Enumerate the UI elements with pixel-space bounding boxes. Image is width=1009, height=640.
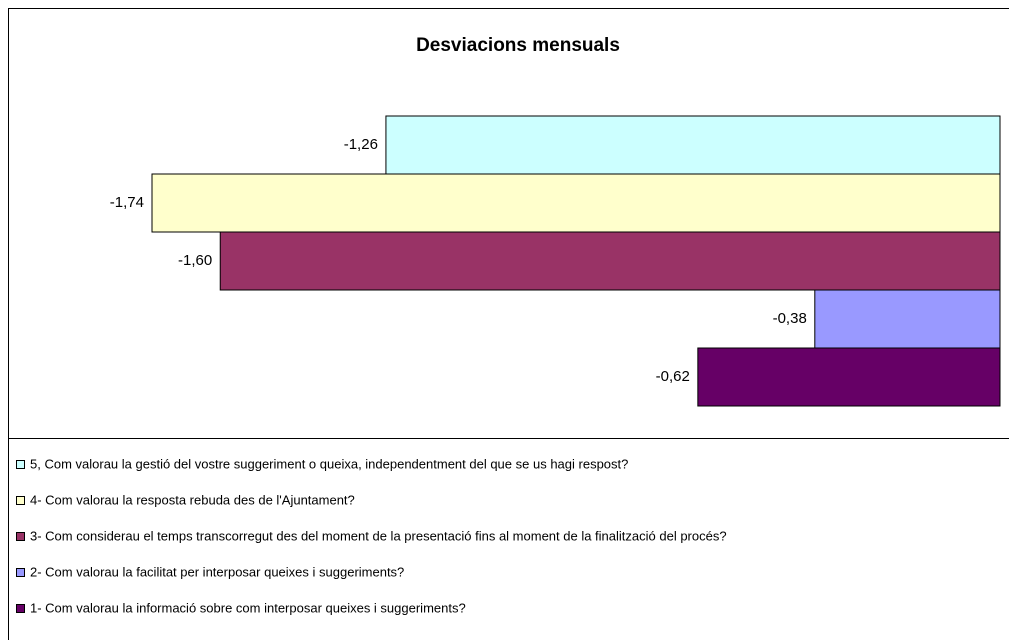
bar	[219, 231, 1001, 291]
data-label: -0,62	[656, 368, 690, 385]
legend-swatch	[16, 604, 25, 613]
chart-title: Desviacions mensuals	[416, 35, 620, 56]
legend-label: 5, Com valorau la gestió del vostre sugg…	[30, 456, 628, 471]
legend-label: 4- Com valorau la resposta rebuda des de…	[30, 492, 355, 507]
bar	[814, 289, 1001, 349]
bar	[697, 347, 1001, 407]
legend-label: 3- Com considerau el temps transcorregut…	[30, 528, 727, 543]
legend-swatch	[16, 532, 25, 541]
data-label: -0,38	[773, 310, 807, 327]
bar	[385, 115, 1001, 175]
legend-swatch	[16, 496, 25, 505]
bar	[151, 173, 1001, 233]
legend-swatch	[16, 460, 25, 469]
data-label: -1,74	[110, 194, 144, 211]
legend-label: 2- Com valorau la facilitat per interpos…	[30, 564, 404, 579]
data-label: -1,26	[344, 136, 378, 153]
data-label: -1,60	[178, 252, 212, 269]
legend-swatch	[16, 568, 25, 577]
legend-label: 1- Com valorau la informació sobre com i…	[30, 600, 466, 615]
